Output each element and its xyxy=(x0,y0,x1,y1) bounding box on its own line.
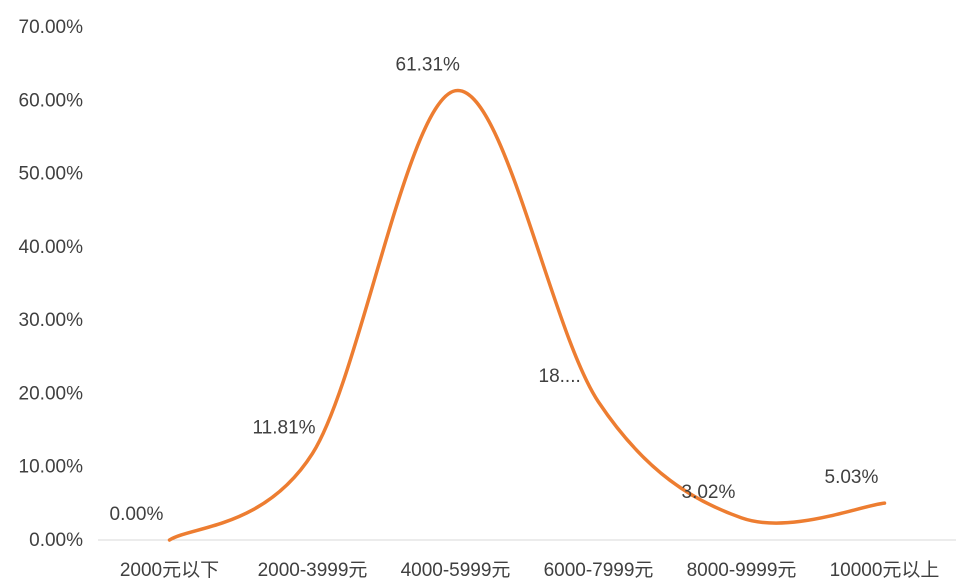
y-tick-label: 0.00% xyxy=(29,530,83,551)
series-line xyxy=(167,88,887,542)
y-tick-label: 10.00% xyxy=(19,457,84,478)
x-tick-label: 4000-5999元 xyxy=(401,560,511,579)
data-label: 5.03% xyxy=(825,467,879,488)
x-tick-label: 8000-9999元 xyxy=(687,560,797,579)
y-tick-label: 30.00% xyxy=(19,310,84,331)
y-axis-ticks: 0.00% 10.00% 20.00% 30.00% 40.00% 50.00% 60.00… xyxy=(19,17,84,551)
data-label: 3.02% xyxy=(682,482,736,503)
y-tick-label: 40.00% xyxy=(19,237,84,258)
data-label: 0.00% xyxy=(110,504,164,525)
data-label: 18.... xyxy=(539,366,581,387)
y-tick-label: 60.00% xyxy=(19,90,84,111)
x-tick-label: 10000元以上 xyxy=(830,559,940,579)
y-tick-label: 50.00% xyxy=(19,164,84,185)
x-tick-label: 2000元以下 xyxy=(120,560,219,579)
y-tick-label: 20.00% xyxy=(19,383,84,404)
data-label: 61.31% xyxy=(396,55,461,76)
data-label: 11.81% xyxy=(253,417,316,438)
x-tick-label: 6000-7999元 xyxy=(544,560,654,579)
y-tick-label: 70.00% xyxy=(19,17,84,38)
data-labels: 0.00% 11.81% 61.31% 18.... 3.02% 5.03% xyxy=(110,55,879,525)
x-tick-label: 2000-3999元 xyxy=(258,560,368,579)
x-axis-ticks: 2000元以下 2000-3999元 4000-5999元 6000-7999元 800… xyxy=(120,559,940,579)
